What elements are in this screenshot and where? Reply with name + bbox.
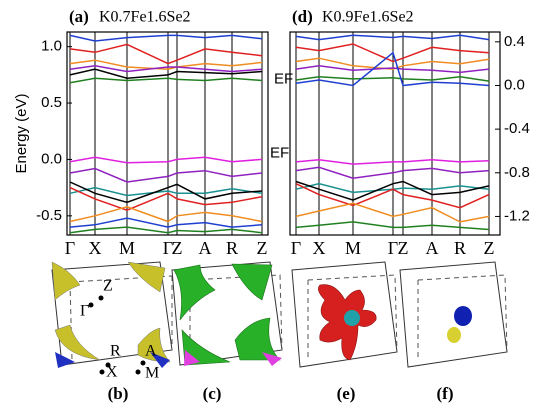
y-tick-label: -0.5: [36, 207, 62, 224]
panel-label: (b): [108, 384, 129, 403]
y-tick-label: -0.4: [504, 120, 530, 137]
fermi-surface-e: (e): [292, 262, 397, 403]
band: [70, 169, 262, 183]
x-tick-label: M: [345, 238, 361, 258]
y-tick-label: 0.0: [504, 76, 525, 93]
y-tick-label: 0.0: [41, 150, 62, 167]
fermi-surface-b: Z Γ R X A M (b): [52, 262, 172, 403]
x-tick-label: R: [454, 238, 466, 258]
band: [70, 35, 262, 41]
y-tick-label: -1.2: [504, 207, 530, 224]
x-tick-label: X: [313, 238, 326, 258]
panel-label: (f): [437, 384, 454, 403]
x-tick-label: Z: [484, 238, 495, 258]
panel-label: (a): [69, 7, 89, 26]
y-axis-label: Energy (eV): [13, 93, 30, 173]
x-tick-label: Z: [257, 238, 268, 258]
x-tick-label: X: [89, 238, 102, 258]
figure: Z Γ R X A M (b) (c) (e) (f) ΓXMΓZARZ1.00…: [0, 0, 538, 407]
x-tick-label: A: [199, 238, 212, 258]
band: [70, 218, 262, 227]
x-tick-label: M: [119, 238, 135, 258]
y-tick-label: 1.0: [41, 38, 62, 55]
fermi-label: EF: [270, 144, 289, 161]
fermi-surface-f: (f): [400, 262, 507, 403]
y-tick-label: 0.5: [41, 94, 62, 111]
chart-title: K0.7Fe1.6Se2: [99, 9, 191, 26]
x-tick-label: Z: [398, 238, 409, 258]
x-tick-label: A: [426, 238, 439, 258]
band: [70, 69, 262, 78]
fermi-label: EF: [274, 70, 293, 87]
band: [70, 157, 262, 163]
k-point-label: M: [145, 365, 159, 382]
k-point-label: A: [145, 343, 157, 360]
panel-label: (c): [203, 384, 222, 403]
band: [70, 227, 262, 233]
x-tick-label: Γ: [65, 238, 75, 258]
k-point-label: X: [106, 364, 118, 381]
k-point-label: Z: [103, 278, 113, 295]
band: [70, 78, 262, 83]
panel-label: (d): [292, 7, 313, 26]
band: [70, 207, 262, 222]
fermi-surface-c: (c): [172, 262, 282, 403]
chart-title: K0.9Fe1.6Se2: [322, 9, 414, 26]
k-point-label: R: [110, 343, 121, 360]
x-tick-label: R: [226, 238, 238, 258]
panel-label: (e): [337, 384, 356, 403]
y-tick-label: -0.8: [504, 164, 530, 181]
x-tick-label: Γ: [291, 238, 301, 258]
x-tick-label: Z: [172, 238, 183, 258]
k-point-label: Γ: [80, 303, 89, 320]
band: [70, 182, 262, 202]
y-tick-label: 0.4: [504, 33, 525, 50]
